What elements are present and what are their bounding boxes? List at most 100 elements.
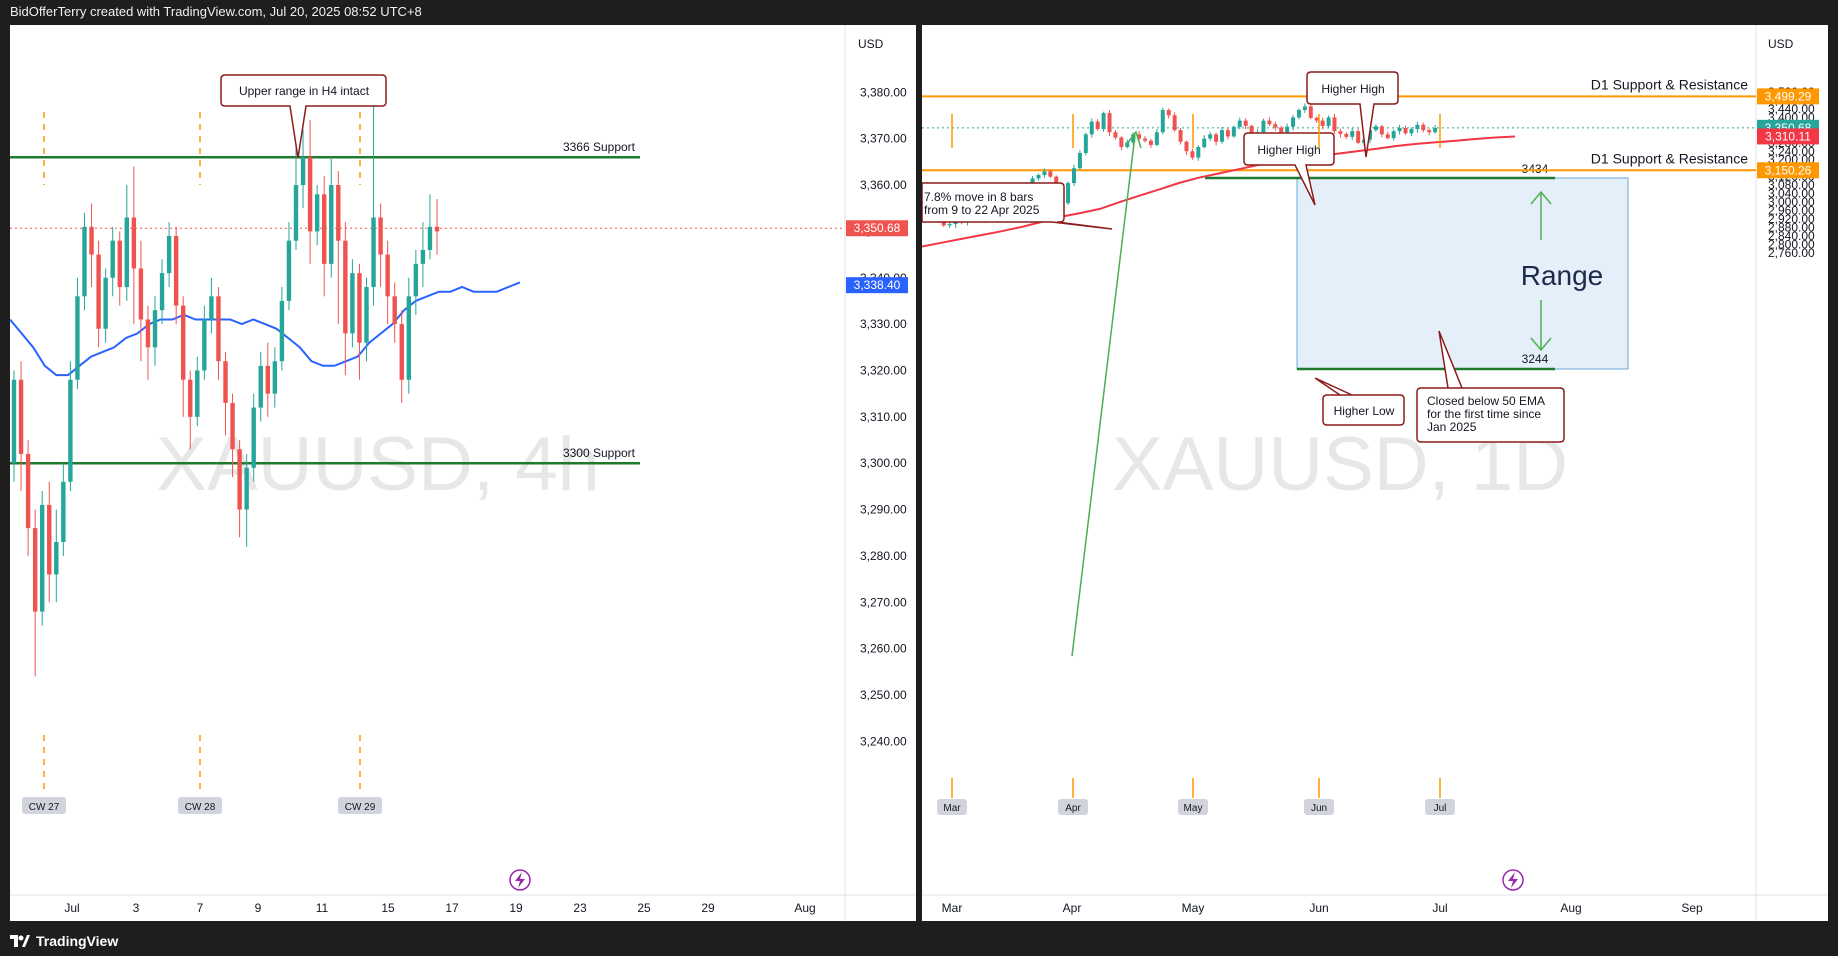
candle-body bbox=[434, 226, 440, 232]
price-label: 3,499.29 bbox=[1765, 89, 1812, 103]
candle-body bbox=[1225, 130, 1230, 137]
candle-body bbox=[385, 254, 390, 297]
candle-body bbox=[1089, 121, 1094, 135]
candle-body bbox=[1101, 113, 1106, 130]
time-tick-label: 9 bbox=[255, 901, 262, 915]
range-rectangle bbox=[1296, 177, 1629, 370]
candle-body bbox=[1095, 121, 1100, 130]
candle-body bbox=[103, 277, 108, 329]
candle-body bbox=[1356, 131, 1361, 143]
candle-body bbox=[145, 319, 151, 348]
price-tick-label: 3,310.00 bbox=[860, 410, 907, 424]
candle-body bbox=[947, 224, 952, 226]
candle-body bbox=[378, 217, 383, 255]
candle-body bbox=[32, 528, 38, 612]
price-label: 3,338.40 bbox=[854, 278, 901, 292]
time-tick-label: 3 bbox=[133, 901, 140, 915]
price-tick-label: 2,880.00 bbox=[1768, 220, 1815, 234]
candle-body bbox=[1291, 117, 1296, 127]
candle-body bbox=[61, 481, 66, 543]
candle-body bbox=[258, 365, 263, 408]
candle-body bbox=[1273, 124, 1278, 128]
candle-body bbox=[1296, 109, 1301, 118]
time-tick-label: Jun bbox=[1309, 901, 1328, 915]
candle-body bbox=[181, 305, 186, 380]
chart-credit: BidOfferTerry created with TradingView.c… bbox=[10, 4, 422, 19]
candle-body bbox=[75, 296, 80, 380]
lightning-icon[interactable] bbox=[509, 869, 531, 891]
candle-body bbox=[18, 379, 24, 454]
week-label: CW 27 bbox=[29, 802, 60, 813]
ema-polyline bbox=[921, 135, 1516, 248]
candle-body bbox=[1403, 127, 1408, 134]
d1-level-label: D1 Support & Resistance bbox=[1591, 76, 1748, 92]
candle-body bbox=[209, 296, 214, 320]
candle-body bbox=[131, 217, 137, 269]
annotations: Upper range in H4 intact bbox=[220, 74, 387, 159]
candle-body bbox=[357, 273, 362, 343]
callout-higher-low bbox=[1314, 377, 1405, 426]
price-tick-label: 2,760.00 bbox=[1768, 246, 1815, 260]
candle-body bbox=[152, 310, 158, 348]
week-markers: CW 27 CW 28 CW 29 bbox=[22, 112, 382, 814]
candle-body bbox=[413, 263, 419, 297]
price-tick-label: 3,250.00 bbox=[860, 688, 907, 702]
support-label: 3300 Support bbox=[563, 446, 636, 460]
week-label-box bbox=[338, 797, 382, 814]
candle-body bbox=[1421, 124, 1426, 131]
candle-body bbox=[216, 296, 221, 362]
time-tick-label: 29 bbox=[701, 901, 715, 915]
time-axis: Mar Apr May Jun Jul Aug Sep bbox=[942, 901, 1703, 915]
lightning-icon[interactable] bbox=[1502, 869, 1524, 891]
candle-body bbox=[1237, 120, 1242, 127]
price-label-box bbox=[846, 220, 908, 237]
chart-1d[interactable]: XAUUSD, 1D USD 3434 3244 Range D1 Suppor… bbox=[916, 25, 1828, 921]
month-label-box bbox=[937, 799, 967, 815]
candle-body bbox=[1338, 131, 1343, 134]
candle-body bbox=[40, 504, 45, 612]
support-label: 3366 Support bbox=[563, 140, 636, 154]
price-label-box bbox=[846, 277, 908, 294]
ema-line bbox=[921, 135, 1516, 248]
price-tick-label: 3,330.00 bbox=[860, 317, 907, 331]
month-label-box bbox=[1425, 799, 1455, 815]
month-label: Apr bbox=[1065, 803, 1081, 814]
candle-body bbox=[427, 226, 433, 250]
candle-body bbox=[1042, 171, 1047, 175]
month-label: Jun bbox=[1311, 803, 1327, 814]
candle-body bbox=[110, 240, 115, 278]
candle-body bbox=[1314, 117, 1319, 121]
chart-4h[interactable]: XAUUSD, 4h USD CW 27 CW 28 CW 29 3366 Supp… bbox=[9, 25, 916, 921]
candle-body bbox=[1344, 133, 1349, 137]
candle-body bbox=[230, 402, 235, 450]
candle-body bbox=[1107, 113, 1112, 133]
price-tick-label: 3,240.00 bbox=[860, 734, 907, 748]
candle-body bbox=[1243, 120, 1248, 126]
time-tick-label: Aug bbox=[1560, 901, 1581, 915]
candle-body bbox=[138, 268, 144, 320]
price-tick-label: 2,800.00 bbox=[1768, 237, 1815, 251]
candle-body bbox=[188, 379, 193, 417]
candle-body bbox=[124, 217, 129, 288]
candle-body bbox=[364, 287, 369, 343]
candle-body bbox=[1083, 134, 1088, 153]
month-markers: Mar Apr May Jun Jul bbox=[937, 114, 1455, 815]
candle-body bbox=[1036, 174, 1041, 179]
month-label-box bbox=[1304, 799, 1334, 815]
candles bbox=[11, 101, 440, 677]
candle-body bbox=[1373, 126, 1378, 131]
candle-body bbox=[117, 240, 122, 288]
month-label: May bbox=[1184, 803, 1203, 814]
candle-body bbox=[195, 370, 200, 417]
month-label: Mar bbox=[943, 803, 961, 814]
candle-body bbox=[1231, 126, 1236, 137]
candle-body bbox=[322, 194, 327, 264]
candle-body bbox=[173, 236, 179, 306]
candle-body bbox=[1196, 147, 1201, 158]
price-tick-label: 3,320.00 bbox=[860, 363, 907, 377]
candle-body bbox=[1202, 138, 1207, 148]
price-tick-label: 3,360.00 bbox=[860, 178, 907, 192]
price-tick-label: 2,920.00 bbox=[1768, 212, 1815, 226]
price-label-box bbox=[1757, 88, 1819, 105]
candle-body bbox=[350, 273, 355, 334]
